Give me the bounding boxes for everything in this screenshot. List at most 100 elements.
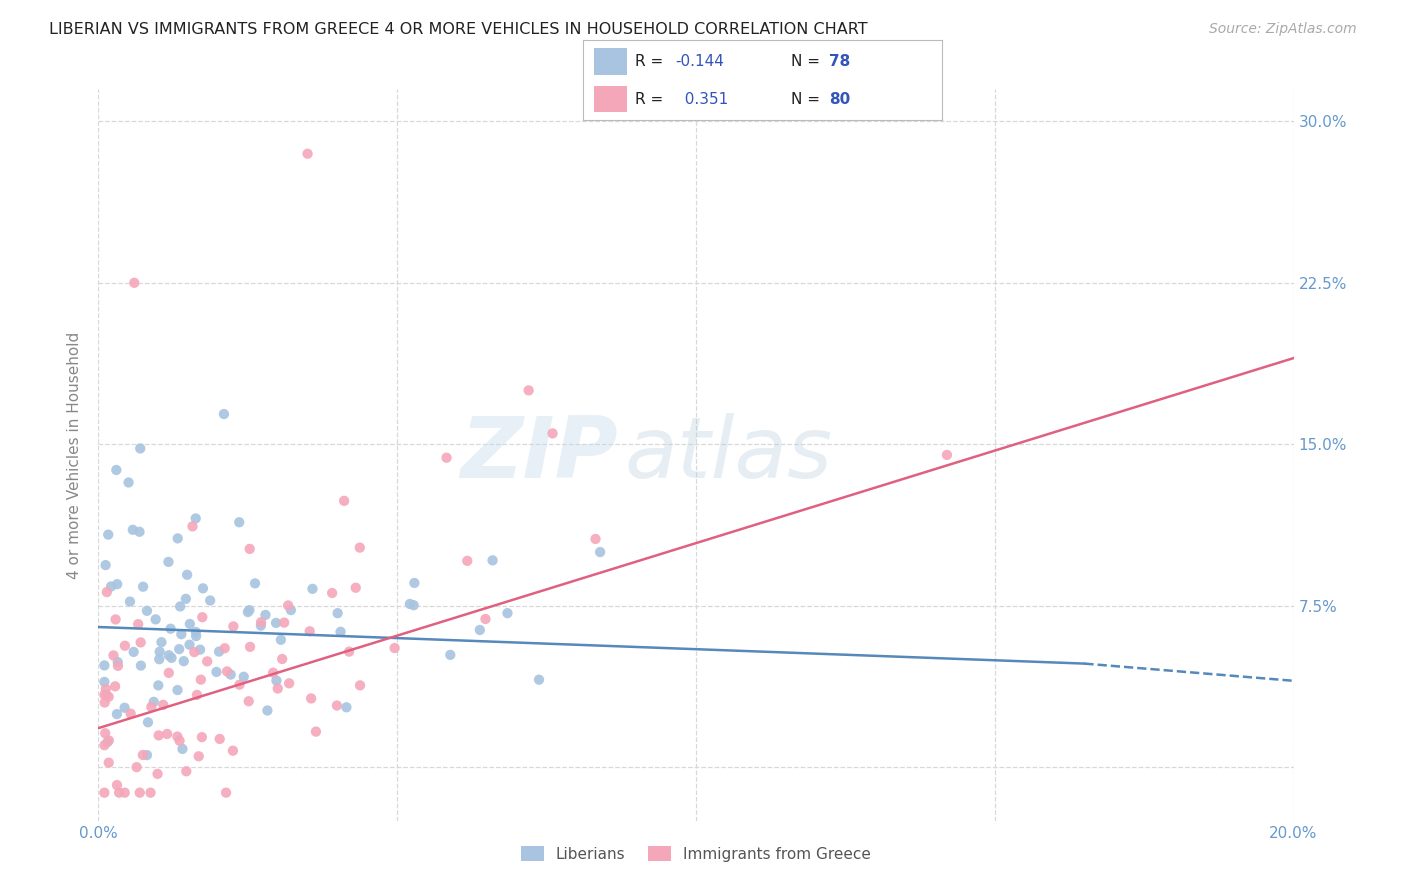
Text: atlas: atlas (624, 413, 832, 497)
Point (166, 730, 188, 744)
Point (277, 599, 299, 613)
Point (94, 681, 117, 696)
Text: -0.144: -0.144 (675, 54, 724, 69)
Point (104, 612, 127, 626)
Point (93, 688, 115, 702)
Point (186, 688, 208, 702)
Point (117, 475, 139, 490)
Point (176, 567, 198, 582)
Point (267, 681, 290, 696)
Text: LIBERIAN VS IMMIGRANTS FROM GREECE 4 OR MORE VEHICLES IN HOUSEHOLD CORRELATION C: LIBERIAN VS IMMIGRANTS FROM GREECE 4 OR … (49, 22, 868, 37)
Point (236, 605, 259, 619)
Point (94, 558, 117, 573)
Point (297, 146, 319, 161)
Point (321, 586, 343, 600)
Point (169, 733, 191, 747)
Point (148, 678, 170, 692)
Point (96, 688, 118, 702)
Point (159, 622, 181, 636)
Point (139, 786, 162, 800)
Point (188, 642, 211, 657)
Point (183, 645, 205, 659)
Point (191, 610, 214, 624)
Point (184, 511, 207, 525)
Point (97, 756, 120, 770)
Point (517, 384, 540, 398)
Point (122, 645, 145, 659)
Point (205, 665, 228, 679)
Point (105, 778, 128, 792)
Point (474, 612, 496, 626)
Point (120, 706, 142, 721)
Point (349, 541, 371, 555)
Point (132, 580, 155, 594)
Bar (595, 48, 627, 75)
Point (254, 607, 277, 622)
Text: R =: R = (636, 54, 664, 69)
Point (128, 524, 150, 539)
Point (160, 651, 183, 665)
Point (93, 674, 115, 689)
Point (132, 747, 155, 762)
Point (198, 593, 221, 607)
Point (93, 738, 115, 752)
Point (585, 532, 607, 546)
Point (142, 695, 165, 709)
Point (169, 599, 191, 614)
Point (190, 673, 212, 687)
Point (146, 767, 169, 781)
Point (278, 676, 301, 690)
Point (436, 450, 458, 465)
Point (232, 670, 254, 684)
Point (174, 591, 197, 606)
Point (114, 700, 136, 714)
Point (217, 665, 239, 679)
Point (114, 639, 136, 653)
Point (136, 604, 159, 618)
Text: Source: ZipAtlas.com: Source: ZipAtlas.com (1209, 22, 1357, 37)
Point (157, 555, 180, 569)
Point (136, 748, 159, 763)
Point (150, 635, 173, 649)
Point (145, 612, 167, 626)
Point (105, 707, 128, 722)
Point (936, 448, 959, 462)
Point (100, 579, 122, 593)
Point (93, 786, 115, 800)
Point (214, 641, 236, 656)
Point (238, 694, 260, 708)
Point (228, 678, 250, 692)
Point (191, 582, 214, 596)
Point (184, 629, 207, 643)
Point (496, 606, 519, 620)
Point (187, 749, 209, 764)
Point (107, 659, 129, 673)
Point (264, 615, 287, 630)
Point (262, 665, 284, 680)
Point (172, 742, 194, 756)
Point (129, 635, 152, 649)
Point (166, 532, 188, 546)
Point (127, 617, 149, 632)
Point (148, 728, 170, 742)
Point (439, 648, 461, 662)
Point (129, 658, 152, 673)
Point (128, 786, 150, 800)
Point (167, 642, 190, 657)
Point (181, 519, 204, 533)
Point (124, 276, 146, 290)
Point (93, 696, 115, 710)
Point (107, 655, 129, 669)
Point (239, 541, 262, 556)
Point (179, 617, 201, 632)
Point (238, 603, 260, 617)
Point (250, 618, 273, 632)
Point (404, 576, 426, 591)
Point (170, 627, 193, 641)
Point (157, 665, 180, 680)
Point (166, 683, 188, 698)
Text: ZIP: ZIP (461, 413, 619, 497)
Point (344, 581, 367, 595)
Point (208, 644, 231, 658)
Point (481, 553, 503, 567)
